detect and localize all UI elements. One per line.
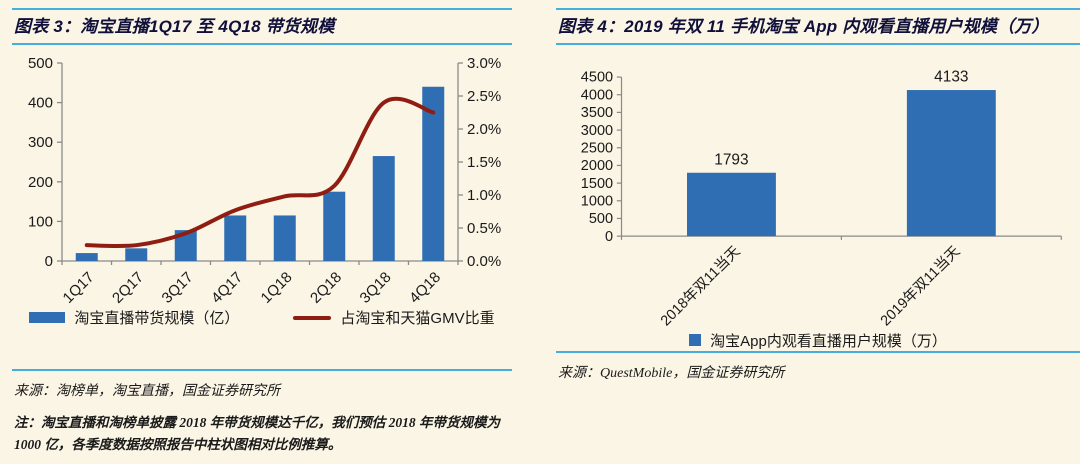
bar-3Q18 [372, 156, 395, 262]
svg-text:300: 300 [28, 134, 53, 151]
svg-text:2.0%: 2.0% [467, 121, 501, 138]
bar-2Q17 [125, 248, 148, 262]
combo-chart-svg: 0 100 200 300 400 500 0.0% 0.5% 1.0% 1.5% 2.0% 2.5%… [28, 55, 501, 305]
svg-text:3000: 3000 [581, 123, 613, 139]
svg-text:4133: 4133 [934, 69, 968, 86]
bar-2Q18 [323, 191, 346, 262]
figure3-title-underline [12, 43, 512, 46]
svg-text:500: 500 [28, 55, 53, 72]
svg-text:1Q17: 1Q17 [60, 269, 98, 305]
figure3-legend: 淘宝直播带货规模（亿） 占淘宝和天猫GMV比重 [12, 307, 512, 328]
figure4-top-rule [556, 8, 1080, 10]
legend-item-line-series: 占淘宝和天猫GMV比重 [293, 307, 495, 328]
bar-2018年双11当天 [687, 172, 776, 237]
svg-text:3Q18: 3Q18 [357, 269, 395, 305]
bar-4Q18 [422, 86, 445, 262]
bar-3Q17 [174, 230, 197, 262]
svg-text:1793: 1793 [714, 151, 748, 168]
svg-text:3500: 3500 [581, 105, 613, 121]
figure4-title-underline [556, 43, 1080, 46]
users-bars [687, 90, 996, 237]
bar-1Q17 [75, 253, 98, 262]
svg-text:4000: 4000 [581, 88, 613, 104]
users-series-swatch-icon [689, 334, 702, 347]
svg-text:4Q17: 4Q17 [208, 269, 246, 305]
line-series-swatch-icon [293, 315, 332, 320]
bar-4Q17 [224, 215, 247, 262]
legend-item-users-series: 淘宝App内观看直播用户规模（万） [689, 330, 947, 351]
svg-text:200: 200 [28, 174, 53, 191]
figure3-panel: 图表 3：淘宝直播1Q17 至 4Q18 带货规模 0 100 200 300 400 5… [12, 8, 512, 464]
svg-text:2019年双11当天: 2019年双11当天 [877, 243, 963, 328]
figure4-title: 图表 4：2019 年双 11 手机淘宝 App 内观看直播用户规模（万） [558, 17, 1049, 36]
svg-text:2.5%: 2.5% [467, 88, 501, 105]
figure4-legend: 淘宝App内观看直播用户规模（万） [556, 330, 1080, 351]
svg-text:2018年双11当天: 2018年双11当天 [657, 243, 743, 328]
svg-text:2500: 2500 [581, 141, 613, 157]
figure3-bottom-rule [12, 369, 512, 372]
svg-text:1000: 1000 [581, 194, 613, 210]
gmv-share-line [84, 96, 436, 249]
gmv-bars [75, 86, 445, 262]
bar-series-label: 淘宝直播带货规模（亿） [74, 310, 240, 328]
figure3-top-rule [12, 8, 512, 10]
svg-text:2000: 2000 [581, 158, 613, 174]
svg-text:1Q18: 1Q18 [258, 269, 296, 305]
svg-text:0: 0 [605, 229, 613, 245]
svg-text:2Q18: 2Q18 [307, 269, 345, 305]
svg-text:400: 400 [28, 95, 53, 112]
bar-1Q18 [273, 215, 296, 262]
figure4-bottom-rule [556, 351, 1080, 354]
svg-text:4500: 4500 [581, 70, 613, 86]
figure3-note: 注：淘宝直播和淘榜单披露 2018 年带货规模达千亿，我们预估 2018 年带货… [14, 415, 500, 452]
svg-text:3.0%: 3.0% [467, 55, 501, 72]
svg-text:1500: 1500 [581, 176, 613, 192]
bar-2019年双11当天 [906, 90, 996, 237]
taobao-live-gmv-combo-chart: 0 100 200 300 400 500 0.0% 0.5% 1.0% 1.5% 2.0% 2.5%… [12, 45, 512, 369]
combo-chart-canvas: 0 100 200 300 400 500 0.0% 0.5% 1.0% 1.5% 2.0% 2.5%… [12, 51, 512, 305]
line-series-label: 占淘宝和天猫GMV比重 [340, 310, 495, 328]
svg-text:2Q17: 2Q17 [109, 269, 147, 305]
figure4-panel: 图表 4：2019 年双 11 手机淘宝 App 内观看直播用户规模（万） 0 5… [556, 8, 1080, 464]
svg-text:0: 0 [45, 253, 53, 270]
legend-item-bar-series: 淘宝直播带货规模（亿） [29, 307, 239, 328]
svg-text:1.5%: 1.5% [467, 154, 501, 171]
users-series-label: 淘宝App内观看直播用户规模（万） [710, 332, 947, 350]
taobao-app-live-users-bar-chart: 0 500 1000 1500 2000 2500 3000 3500 4000 4500 1793… [556, 45, 1080, 351]
bar-chart-canvas: 0 500 1000 1500 2000 2500 3000 3500 4000 4500 1793… [556, 49, 1080, 328]
bar-series-swatch-icon [29, 312, 66, 324]
figure3-source: 来源：淘榜单，淘宝直播，国金证券研究所 [14, 384, 280, 400]
svg-text:4Q18: 4Q18 [406, 269, 444, 305]
figure3-title: 图表 3：淘宝直播1Q17 至 4Q18 带货规模 [14, 17, 335, 36]
svg-text:500: 500 [589, 211, 613, 227]
svg-text:0.0%: 0.0% [467, 253, 501, 270]
svg-text:3Q17: 3Q17 [159, 269, 197, 305]
svg-text:100: 100 [28, 214, 53, 231]
figure4-source: 来源：QuestMobile，国金证券研究所 [558, 366, 785, 382]
svg-text:0.5%: 0.5% [467, 220, 501, 237]
svg-text:1.0%: 1.0% [467, 187, 501, 204]
